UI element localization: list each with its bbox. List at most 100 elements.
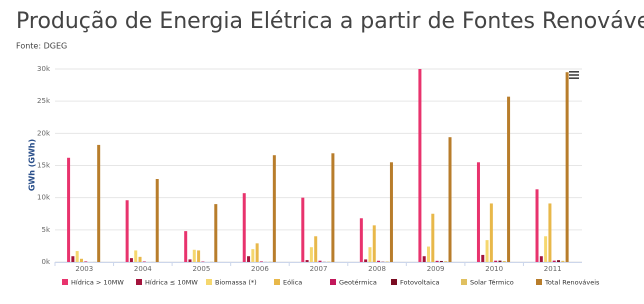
legend-item: Total Renováveis — [536, 279, 600, 287]
bar — [138, 256, 142, 262]
x-tick-label: 2009 — [427, 265, 445, 273]
legend-label: Geotérmica — [339, 279, 377, 287]
bar — [134, 250, 138, 262]
bar — [184, 231, 188, 262]
bar — [377, 260, 381, 262]
bar — [481, 254, 485, 262]
legend-item: Fotovoltaica — [391, 279, 440, 287]
bar — [427, 246, 431, 262]
legend-label: Hídrica > 10MW — [71, 279, 124, 287]
x-tick-label: 2011 — [544, 265, 562, 273]
bar — [435, 260, 439, 262]
bar — [129, 258, 133, 262]
bar — [155, 179, 159, 262]
y-tick-label: 25k — [37, 97, 51, 105]
bar — [372, 225, 376, 262]
legend-item: Eólica — [274, 279, 302, 287]
bar — [561, 260, 565, 262]
bar — [448, 137, 452, 262]
bar — [305, 260, 309, 262]
legend-label: Fotovoltaica — [400, 279, 440, 287]
x-tick-label: 2010 — [485, 265, 503, 273]
legend-label: Biomassa (*) — [215, 279, 257, 287]
y-tick-label: 0k — [41, 258, 50, 266]
x-tick-label: 2003 — [75, 265, 93, 273]
bar — [565, 72, 569, 262]
bar — [79, 258, 83, 262]
bar — [314, 236, 318, 262]
legend-label: Eólica — [283, 279, 302, 287]
bar — [489, 203, 493, 262]
legend-swatch — [330, 279, 336, 285]
legend-swatch — [391, 279, 397, 285]
chart-subtitle: Fonte: DGEG — [16, 42, 67, 51]
bar — [75, 251, 79, 262]
bar — [259, 261, 263, 262]
bar — [309, 247, 313, 262]
bar — [125, 200, 129, 262]
bar — [71, 256, 75, 262]
legend-label: Total Renováveis — [544, 279, 600, 287]
menu-line — [569, 77, 579, 79]
bar — [539, 256, 543, 262]
bar — [502, 261, 506, 262]
bar — [444, 261, 448, 262]
bar — [359, 218, 363, 262]
x-tick-label: 2005 — [192, 265, 210, 273]
bar — [498, 260, 502, 262]
bar — [255, 243, 259, 262]
bar — [84, 261, 88, 262]
bar — [507, 96, 511, 262]
bar — [548, 203, 552, 262]
bar — [247, 256, 251, 262]
bar — [67, 157, 71, 262]
bar — [331, 153, 335, 262]
bar — [192, 249, 196, 262]
bar — [242, 193, 246, 262]
y-tick-label: 30k — [37, 65, 51, 73]
bar — [214, 204, 218, 262]
legend-swatch — [274, 279, 280, 285]
bar — [552, 260, 556, 262]
bar — [422, 256, 426, 262]
bar — [485, 240, 489, 262]
bar — [142, 261, 146, 262]
x-tick-label: 2004 — [134, 265, 152, 273]
legend-item: Solar Térmico — [461, 279, 514, 287]
bar — [188, 259, 192, 262]
legend-swatch — [136, 279, 142, 285]
bar — [364, 259, 368, 262]
bar — [557, 260, 561, 262]
bar — [301, 197, 305, 262]
legend-item: Geotérmica — [330, 279, 377, 287]
legend-swatch — [536, 279, 542, 285]
menu-line — [569, 71, 579, 73]
bar — [368, 247, 372, 262]
legend-swatch — [461, 279, 467, 285]
x-tick-label: 2007 — [310, 265, 328, 273]
bar — [535, 189, 539, 262]
y-axis-label: GWh (GWh) — [28, 139, 37, 191]
bar — [272, 155, 276, 262]
chart-title: Produção de Energia Elétrica a partir de… — [16, 9, 644, 34]
bar — [197, 250, 201, 262]
y-tick-label: 5k — [41, 226, 50, 234]
y-tick-label: 15k — [37, 162, 51, 170]
legend-swatch — [206, 279, 212, 285]
legend-item: Hídrica > 10MW — [62, 279, 124, 287]
x-tick-label: 2006 — [251, 265, 269, 273]
bar — [385, 261, 389, 262]
x-tick-label: 2008 — [368, 265, 386, 273]
bar — [318, 260, 322, 262]
bar — [97, 144, 101, 262]
bar — [418, 69, 422, 262]
menu-line — [569, 74, 579, 76]
bar — [439, 260, 443, 262]
legend-label: Hídrica ≤ 10MW — [145, 279, 198, 287]
bar — [544, 236, 548, 262]
legend-swatch — [62, 279, 68, 285]
legend-item: Hídrica ≤ 10MW — [136, 279, 198, 287]
menu-button[interactable] — [568, 70, 580, 80]
y-tick-label: 20k — [37, 129, 51, 137]
